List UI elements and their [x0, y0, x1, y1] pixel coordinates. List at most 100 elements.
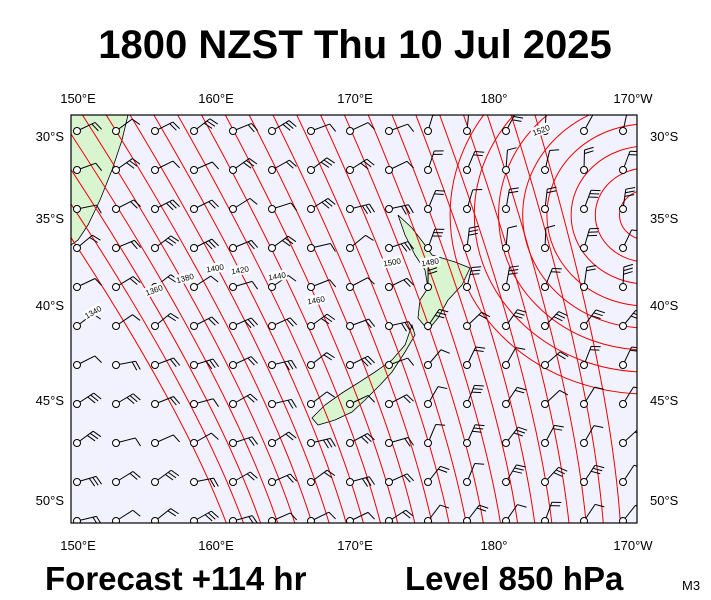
barb-feather: [89, 432, 99, 440]
barb-feather: [243, 162, 252, 169]
contour-label: 1480: [421, 256, 441, 268]
wind-barb: [346, 203, 375, 215]
barb-feather: [507, 225, 518, 229]
contour-line: [177, 115, 364, 523]
barb-feather: [246, 473, 255, 481]
station: [229, 400, 237, 408]
station: [190, 283, 198, 291]
barb-feather: [553, 316, 563, 322]
wind-barb: [112, 437, 141, 447]
station: [268, 478, 276, 486]
station: [73, 400, 81, 408]
wind-barb: [151, 121, 180, 135]
barb-feather: [172, 199, 180, 208]
barb-feather: [469, 225, 479, 229]
barb-feather: [623, 271, 633, 275]
barb-feather: [515, 312, 525, 316]
wind-barb: [190, 510, 219, 523]
station: [73, 244, 81, 252]
barb-feather: [246, 395, 255, 403]
station: [463, 517, 471, 523]
lon-label: 170°E: [337, 91, 373, 106]
station: [151, 127, 159, 135]
barb-feather: [633, 312, 637, 316]
wind-barb: [268, 512, 298, 523]
barb-feather: [249, 471, 258, 479]
barb-feather: [209, 478, 216, 488]
lon-label: 180°: [481, 91, 508, 106]
contour-label-bg: [305, 293, 327, 307]
barb-feather: [251, 281, 259, 290]
barb-feather: [87, 435, 96, 442]
barb-feather: [366, 158, 375, 166]
barb-feather: [323, 159, 333, 166]
wind-barb: [463, 115, 471, 135]
wind-barb: [112, 276, 141, 291]
barb-feather: [87, 396, 96, 404]
station: [385, 361, 393, 369]
wind-barb: [424, 504, 450, 523]
wind-barb: [385, 394, 414, 408]
station: [73, 166, 81, 174]
barb-feather: [282, 123, 291, 131]
station: [73, 322, 81, 330]
barb-feather: [368, 203, 375, 213]
barb-feather: [594, 503, 605, 508]
wind-barb: [112, 199, 141, 213]
wind-barb: [463, 424, 485, 447]
wind-barb: [385, 160, 414, 174]
station: [229, 244, 237, 252]
barb-feather: [329, 123, 337, 132]
barb-feather: [170, 508, 179, 515]
wind-barb: [151, 396, 181, 408]
barb-feather: [368, 476, 375, 485]
wind-barb: [229, 197, 258, 213]
barb-feather: [406, 277, 414, 286]
wind-barb: [541, 351, 569, 369]
barb-feather: [205, 241, 213, 250]
barb-feather: [208, 318, 216, 326]
barb-feather: [627, 111, 636, 112]
barb-feather: [481, 311, 491, 318]
barb-feather: [513, 432, 523, 437]
station: [619, 166, 627, 174]
barb-feather: [164, 239, 174, 246]
station: [346, 478, 354, 486]
barb-feather: [403, 474, 411, 483]
station: [73, 478, 81, 486]
barb-feather: [326, 438, 333, 448]
contour-line: [71, 203, 244, 523]
station: [541, 166, 549, 174]
barb-feather: [94, 278, 103, 286]
barb-feather: [468, 229, 479, 233]
barb-feather: [95, 476, 103, 485]
barb-feather: [172, 434, 181, 443]
barb-feather: [92, 516, 98, 523]
barb-feather: [474, 151, 485, 153]
barb-feather: [289, 317, 298, 326]
barb-feather: [365, 320, 372, 329]
barb-feather: [404, 205, 411, 214]
wind-barb: [502, 347, 526, 369]
barb-feather: [365, 234, 374, 241]
barb-feather: [251, 515, 258, 523]
wind-barb: [268, 431, 297, 447]
lat-label: 30°S: [650, 129, 679, 144]
barb-feather: [624, 194, 635, 197]
wind-barb: [190, 161, 220, 174]
barb-feather: [92, 477, 99, 486]
barb-feather: [558, 311, 568, 317]
wind-barb: [346, 158, 375, 174]
wind-barb: [190, 238, 219, 252]
barb-feather: [590, 470, 601, 475]
barb-feather: [211, 316, 219, 325]
barb-feather: [92, 234, 101, 241]
wind-barb: [619, 429, 637, 447]
station: [580, 361, 588, 369]
station: [385, 127, 393, 135]
station: [229, 517, 237, 523]
wind-barb: [463, 266, 482, 291]
barb-feather: [208, 201, 216, 209]
barb-feather: [92, 430, 102, 438]
